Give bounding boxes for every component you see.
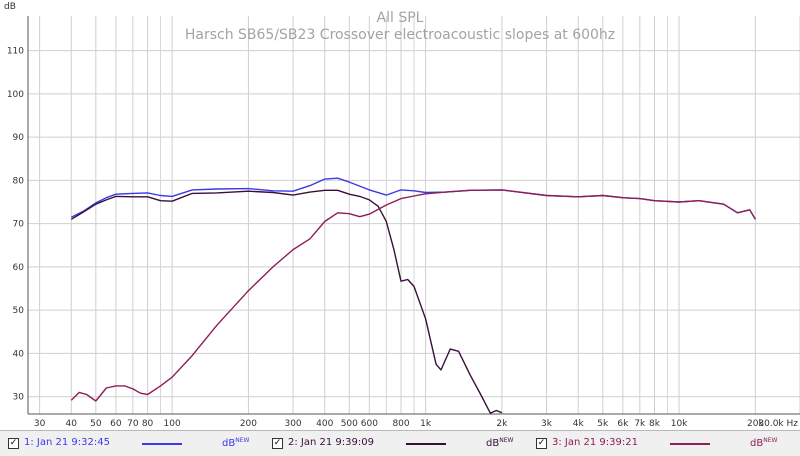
x-tick-label: 40	[66, 419, 78, 429]
x-tick-label: 200	[240, 419, 257, 429]
x-tick-label: 60	[110, 419, 122, 429]
x-tick-label: 80	[142, 419, 154, 429]
x-tick-label: 100	[164, 419, 181, 429]
legend-unit-2: dBNEW	[486, 437, 513, 449]
legend-swatch-1	[142, 443, 182, 445]
y-tick-label: 30	[13, 393, 25, 403]
x-tick-label: 800	[392, 419, 409, 429]
x-tick-label: 300	[284, 419, 301, 429]
legend-unit-text-2: dB	[486, 438, 500, 449]
y-tick-label: 110	[7, 47, 24, 57]
x-tick-label: 4k	[573, 419, 585, 429]
y-tick-label: 50	[13, 306, 25, 316]
legend-unit-1: dBNEW	[222, 437, 249, 449]
x-tick-label: 500	[341, 419, 358, 429]
y-tick-label: 80	[13, 176, 25, 186]
axes	[27, 16, 800, 415]
legend-badge-2: NEW	[499, 437, 514, 444]
legend-unit-3: dBNEW	[750, 437, 777, 449]
legend-unit-text-1: dB	[222, 438, 236, 449]
x-tick-label: 5k	[597, 419, 609, 429]
series-line-3	[70, 189, 757, 402]
legend-label-2: 2: Jan 21 9:39:09	[288, 437, 374, 448]
x-tick-label: 10k	[671, 419, 688, 429]
x-tick-label: 6k	[617, 419, 629, 429]
series-line-2	[70, 189, 503, 414]
chart-title: All SPL	[377, 10, 424, 26]
legend-label-1: 1: Jan 21 9:32:45	[24, 437, 110, 448]
x-tick-label: 400	[316, 419, 333, 429]
x-tick-label: 1k	[420, 419, 432, 429]
legend-unit-text-3: dB	[750, 438, 764, 449]
x-tick-label: 2k	[496, 419, 508, 429]
y-axis-label: dB	[4, 2, 16, 12]
x-tick-label: 50	[90, 419, 102, 429]
legend-checkbox-3[interactable]: ✓	[536, 438, 547, 449]
legend-badge-1: NEW	[235, 437, 250, 444]
legend-item-1[interactable]: ✓ 1: Jan 21 9:32:45 dBNEW	[8, 436, 270, 452]
chart-subtitle: Harsch SB65/SB23 Crossover electroacoust…	[185, 27, 615, 43]
legend-swatch-2	[406, 443, 446, 445]
x-tick-label: 70	[127, 419, 139, 429]
x-tick-label: 7k	[634, 419, 646, 429]
legend-bar: ✓ 1: Jan 21 9:32:45 dBNEW ✓ 2: Jan 21 9:…	[0, 430, 800, 456]
legend-checkbox-2[interactable]: ✓	[272, 438, 283, 449]
legend-label-3: 3: Jan 21 9:39:21	[552, 437, 638, 448]
series-lines	[70, 177, 757, 414]
legend-checkbox-1[interactable]: ✓	[8, 438, 19, 449]
x-tick-label: 20k	[747, 419, 764, 429]
y-tick-label: 70	[13, 220, 25, 230]
x-tick-label: 3k	[541, 419, 553, 429]
legend-swatch-3	[670, 443, 710, 445]
legend-item-2[interactable]: ✓ 2: Jan 21 9:39:09 dBNEW	[272, 436, 534, 452]
y-tick-label: 90	[13, 133, 25, 143]
y-tick-label: 60	[13, 263, 25, 273]
x-tick-label: 30	[34, 419, 46, 429]
x-tick-label: 30.0k Hz	[758, 419, 798, 429]
legend-badge-3: NEW	[763, 437, 778, 444]
x-tick-label: 8k	[649, 419, 661, 429]
grid-lines	[28, 16, 800, 414]
y-tick-label: 40	[13, 349, 25, 359]
x-tick-label: 600	[361, 419, 378, 429]
y-tick-label: 100	[7, 90, 24, 100]
legend-item-3[interactable]: ✓ 3: Jan 21 9:39:21 dBNEW	[536, 436, 798, 452]
